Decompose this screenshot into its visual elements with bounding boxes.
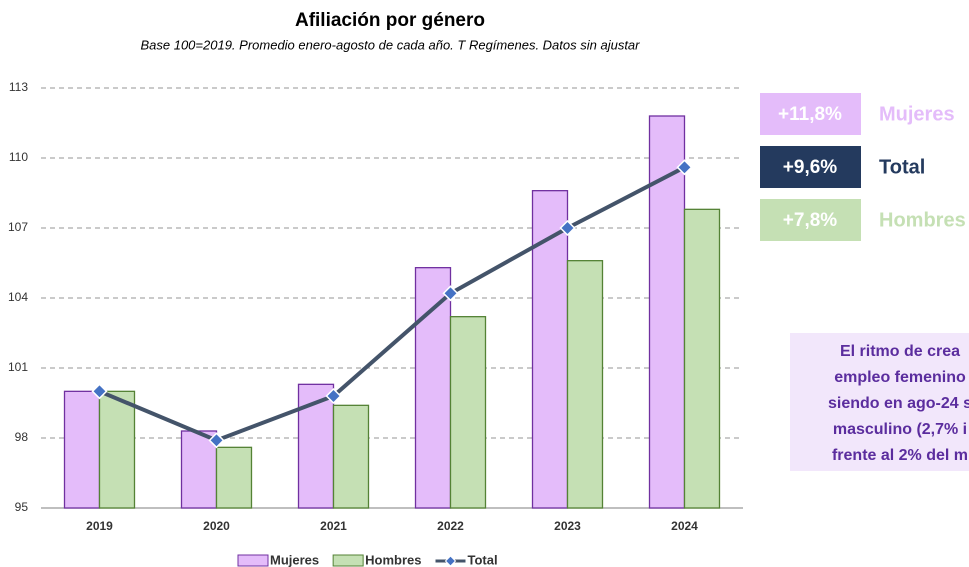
note-line: siendo en ago-24 s <box>828 395 969 412</box>
note-line: masculino (2,7% i <box>833 421 967 438</box>
bar <box>414 267 452 509</box>
marker <box>676 159 693 176</box>
note-line: El ritmo de crea <box>840 343 960 360</box>
legend-swatch <box>332 554 364 567</box>
x-tick-label: 2021 <box>320 519 347 533</box>
legend-marker <box>444 555 457 567</box>
marker <box>91 383 108 400</box>
bar <box>63 390 101 509</box>
y-tick-label: 107 <box>8 220 28 234</box>
bar <box>683 208 721 509</box>
y-tick-label: 101 <box>8 360 28 374</box>
y-tick-label: 95 <box>15 500 29 514</box>
badge <box>760 93 861 135</box>
y-tick-label: 113 <box>9 80 28 94</box>
bar <box>332 404 370 509</box>
badge <box>760 146 861 188</box>
marker <box>442 285 459 302</box>
note-box <box>790 333 969 471</box>
x-tick-label: 2023 <box>554 519 581 533</box>
badge-value: +7,8% <box>783 210 838 231</box>
marker <box>559 219 576 237</box>
y-tick-label: 104 <box>8 290 28 304</box>
y-tick-label: 98 <box>15 430 29 444</box>
badge-value: +9,6% <box>783 157 838 178</box>
badge <box>760 199 861 241</box>
note-line: empleo femenino <box>834 369 966 386</box>
bar <box>98 390 136 509</box>
x-tick-label: 2020 <box>203 519 230 533</box>
x-tick-label: 2024 <box>671 519 698 533</box>
badge-label: Mujeres <box>879 103 955 125</box>
x-tick-label: 2019 <box>86 519 113 533</box>
note-line: frente al 2% del m <box>832 447 968 464</box>
bar <box>449 316 487 509</box>
x-tick-label: 2022 <box>437 519 464 533</box>
legend-label: Mujeres <box>270 552 319 567</box>
badge-label: Hombres <box>879 209 966 231</box>
badge-value: +11,8% <box>778 104 842 125</box>
legend-swatch <box>237 554 269 567</box>
line <box>98 165 686 443</box>
chart-subtitle: Base 100=2019. Promedio enero-agosto de … <box>140 37 640 52</box>
legend-label: Hombres <box>365 552 421 567</box>
legend-label: Total <box>468 552 498 567</box>
marker <box>325 387 342 405</box>
badge-label: Total <box>879 156 925 178</box>
y-tick-label: 110 <box>9 150 28 164</box>
bar <box>215 446 253 509</box>
marker <box>208 432 225 449</box>
bar <box>566 260 604 509</box>
chart-title: Afiliación por género <box>295 10 485 31</box>
